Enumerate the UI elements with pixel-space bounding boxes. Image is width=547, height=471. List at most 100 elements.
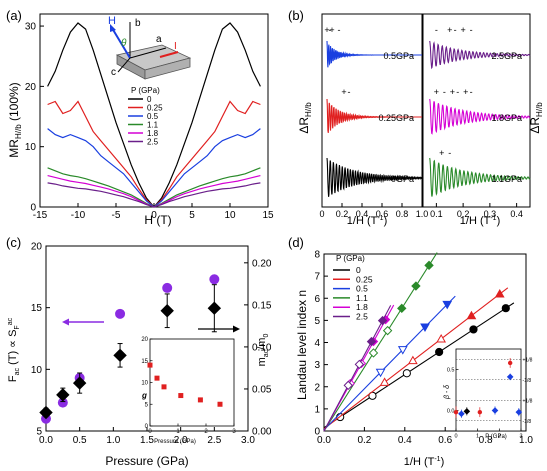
panel-d-inset-xtick-label: 2	[498, 434, 501, 440]
panel-d-point	[397, 303, 407, 314]
panel-a-legend-label: 1.8	[147, 129, 159, 138]
panel-c-xlabel: Pressure (GPa)	[105, 454, 188, 468]
panel-a-legend-label: 2.5	[147, 138, 159, 147]
panel-c-xtick-label: 2.0	[174, 435, 188, 446]
panel-c-ytick-left-label: 5	[36, 427, 42, 438]
panel-b-ylabel-right: ΔRH//b	[528, 102, 544, 134]
panel-b-phase-mark: -	[443, 87, 446, 97]
panel-b: (b) 0 0.2 0.4 0.6 0.8 1.00.5GPa0.25GPa0GPa+-+…	[288, 8, 544, 227]
panel-d-letter: (d)	[288, 235, 304, 250]
panel-c-fac-point	[115, 308, 126, 319]
panel-d-ytick-label: 5	[314, 316, 320, 327]
panel-d-ytick-label: 4	[314, 338, 320, 349]
panel-d-fit-line	[323, 302, 515, 429]
panel-a-series-line	[47, 182, 261, 208]
panel-d-inset-point	[507, 360, 513, 366]
panel-d-inset-point	[458, 410, 465, 418]
panel-b-phase-mark: +	[460, 25, 465, 35]
panel-c-mac-point	[113, 348, 127, 363]
panel-b-xtick-label: 0.1	[430, 209, 443, 219]
panel-b-xtick-label: 1.0	[416, 209, 429, 219]
panel-b-trace-label: 1.8GPa	[491, 113, 522, 123]
panel-d-inset-ref-label: +1/8	[523, 398, 533, 404]
panel-b-xlabel-right: 1/H (T-1)	[460, 215, 500, 227]
panel-d-inset-point	[515, 408, 523, 416]
panel-d-inset-point	[491, 407, 499, 414]
panel-d-point	[354, 359, 365, 370]
panel-b-phase-mark: +	[329, 25, 334, 35]
panel-d-xlabel-sup: -1	[434, 456, 440, 463]
panel-b-xtick-label: 0.6	[376, 209, 389, 219]
panel-a-xtick-label: 15	[262, 210, 274, 221]
panel-b-phase-mark: -	[329, 25, 332, 35]
panel-b-xtick-label: 0.8	[396, 209, 409, 219]
panel-d-point	[368, 348, 379, 358]
panel-d-legend-label: 0.5	[356, 284, 368, 294]
panel-c-letter: (c)	[6, 235, 21, 250]
panel-b-trace-label: 0GPa	[391, 174, 414, 184]
label-h: H	[108, 15, 116, 27]
panel-a: (a) -15 -10 -5 0 5 10 15 0 10 20 30 H (T) MRH//b (…	[6, 8, 274, 227]
panel-d-legend-label: 1.1	[356, 293, 368, 303]
panel-c-ylabel-left-sup2: ac	[7, 317, 14, 325]
panel-b-xlabel-left-main: 1/H (T	[347, 215, 378, 227]
panel-c-inset-g-point	[147, 362, 153, 368]
panel-c-ylabel-right-mid: /m	[256, 338, 268, 350]
panel-b-phase-mark: -	[470, 25, 473, 35]
panel-b-phase-mark: +	[439, 148, 444, 158]
panel-c-inset-ytick-label: 0	[145, 424, 149, 430]
panel-d-point	[377, 315, 388, 326]
panel-d-inset-ytick-label: 0.0	[447, 409, 455, 415]
panel-b-xtick-label: 0.4	[356, 209, 369, 219]
panel-b-phase-mark: -	[470, 87, 473, 97]
panel-a-ytick-label: 10	[25, 142, 37, 153]
panel-c-xtick-label: 0.5	[73, 435, 87, 446]
panel-c-ylabel-right-sub2: 0	[263, 334, 270, 338]
panel-a-plot-area: -15 -10 -5 0 5 10 15 0 10 20 30	[25, 13, 274, 221]
panel-c-left-axis-arrowhead	[62, 318, 69, 326]
panel-b-trace	[429, 98, 531, 135]
panel-d-point	[402, 369, 411, 378]
panel-b-phase-mark: +	[434, 87, 439, 97]
panel-b-phase-mark: +	[463, 87, 468, 97]
label-b: b	[135, 18, 141, 29]
panel-c-mac-point	[72, 376, 87, 390]
panel-a-legend-title: P (GPa)	[131, 86, 160, 95]
panel-a-ylabel-unit: (100%)	[7, 82, 21, 124]
panel-b-xlabel-left: 1/H (T-1)	[347, 215, 387, 227]
label-a: a	[156, 34, 162, 45]
panel-d-inset-point	[463, 408, 471, 415]
panel-b-trace	[326, 40, 422, 68]
panel-d-inset-point	[477, 409, 483, 415]
field-h-arrow	[111, 27, 131, 59]
current-i-arrow	[159, 51, 179, 58]
panel-d-inset-point	[506, 373, 514, 381]
panel-b-ylabel-left-sub: H//b	[304, 102, 313, 117]
panel-d-inset-point	[453, 409, 459, 415]
panel-b-phase-mark: +	[447, 25, 452, 35]
panel-a-ytick-label: 20	[25, 82, 37, 93]
panel-a-sample-schematic: H b θ a c I	[108, 15, 192, 80]
panel-b-xtick-label: 0.2	[336, 209, 349, 219]
panel-d-ytick-label: 8	[314, 250, 320, 261]
panel-c-inset-ytick-label: 5	[145, 402, 149, 408]
panel-d-point	[397, 346, 408, 355]
panel-c: (c) 0.0 0.5 1.0 1.5 2.0 2.5 3.051015200.000.05…	[6, 235, 272, 468]
panel-c-inset-xlabel: Pressure (GPa)	[154, 439, 196, 445]
panel-d-ytick-label: 7	[314, 272, 320, 283]
panel-b-phase-mark: -	[338, 25, 341, 35]
panel-d-xlabel-main: 1/H (T	[404, 456, 435, 468]
panel-c-mac-point	[207, 301, 222, 315]
panel-b-trace-label: 1.1GPa	[491, 174, 522, 184]
panel-c-xtick-label: 3.0	[241, 435, 255, 446]
panel-d-point	[411, 281, 421, 291]
panel-c-ytick-left-label: 15	[31, 303, 43, 314]
panel-b-xlabel-right-main: 1/H (T	[460, 215, 491, 227]
panel-b-xlabel-left-sup: -1	[377, 215, 383, 222]
panel-b-trace-label: 0.25GPa	[378, 113, 414, 123]
panel-d-point	[494, 289, 505, 298]
panel-c-ylabel-right: mac/m0	[256, 334, 270, 367]
panel-d-inset-xlabel: P (GPa)	[485, 434, 507, 440]
axis-a-line	[129, 47, 167, 59]
